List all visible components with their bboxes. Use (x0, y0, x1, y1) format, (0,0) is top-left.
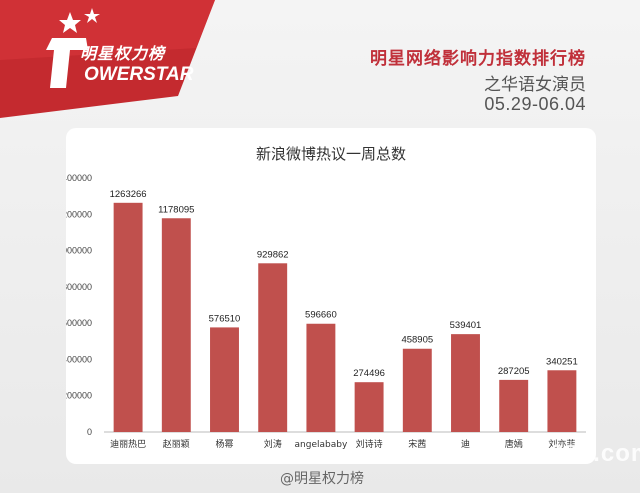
bar-value-label: 929862 (257, 249, 289, 260)
bar-chart: 新浪微博热议一周总数 0 200000 400000 600000 800000 1000… (66, 145, 586, 450)
bar-value-label: 340251 (546, 356, 578, 367)
y-tick-label: 600000 (66, 318, 92, 328)
bar-value-label: 576510 (209, 313, 241, 324)
logo-chinese-text: 明星权力榜 (80, 44, 166, 63)
y-tick-label: 1000000 (66, 246, 92, 256)
page-title: 明星网络影响力指数排行榜 (370, 49, 586, 69)
logo-english-text: OWERSTAR (84, 64, 194, 85)
chart-title: 新浪微博热议一周总数 (256, 145, 406, 163)
x-category-label: 赵丽颖 (163, 438, 190, 450)
bar-value-label: 287205 (498, 366, 530, 377)
bar (258, 263, 288, 432)
y-tick-label: 400000 (66, 354, 92, 364)
x-category-label: 迪 (461, 438, 470, 450)
bar (210, 327, 239, 432)
y-tick-label: 1400000 (66, 173, 92, 183)
bar (451, 334, 480, 432)
bar-value-label: 274496 (353, 368, 385, 379)
x-category-label: 刘涛 (264, 438, 282, 450)
y-tick-label: 200000 (66, 391, 92, 401)
x-category-label: 唐嫣 (505, 438, 523, 450)
powerstar-logo: 明星权力榜 OWERSTAR (0, 0, 215, 118)
bar (499, 379, 529, 432)
bar (113, 202, 143, 432)
y-tick-label: 1200000 (66, 209, 92, 219)
bar (547, 370, 577, 432)
x-category-label: 宋茜 (408, 438, 426, 450)
weibo-watermark: @明星权力榜 (280, 471, 364, 487)
x-category-label: angelababy (295, 440, 348, 450)
y-tick-label: 0 (87, 427, 92, 437)
bar (306, 323, 336, 432)
x-category-label: 刘诗诗 (356, 438, 383, 450)
x-category-label: 杨幂 (215, 438, 233, 450)
bar (161, 218, 191, 432)
bar-value-label: 1178095 (158, 204, 194, 215)
y-tick-label: 800000 (66, 282, 92, 292)
bar (354, 382, 384, 432)
bar-value-label: 458905 (401, 335, 433, 346)
bar-value-label: 539401 (450, 320, 482, 331)
date-range: 05.29-06.04 (484, 94, 586, 114)
site-watermark: www.365J.com (470, 440, 640, 467)
bar-value-label: 596660 (305, 310, 337, 321)
bar-value-label: 1263266 (110, 189, 147, 200)
bar (402, 348, 432, 432)
x-category-label: 刘亦菲 (548, 438, 575, 450)
x-category-label: 迪丽热巴 (110, 438, 146, 450)
page-subtitle: 之华语女演员 (484, 75, 586, 95)
chart-card: 新浪微博热议一周总数 0 200000 400000 600000 800000 1000… (66, 128, 596, 464)
